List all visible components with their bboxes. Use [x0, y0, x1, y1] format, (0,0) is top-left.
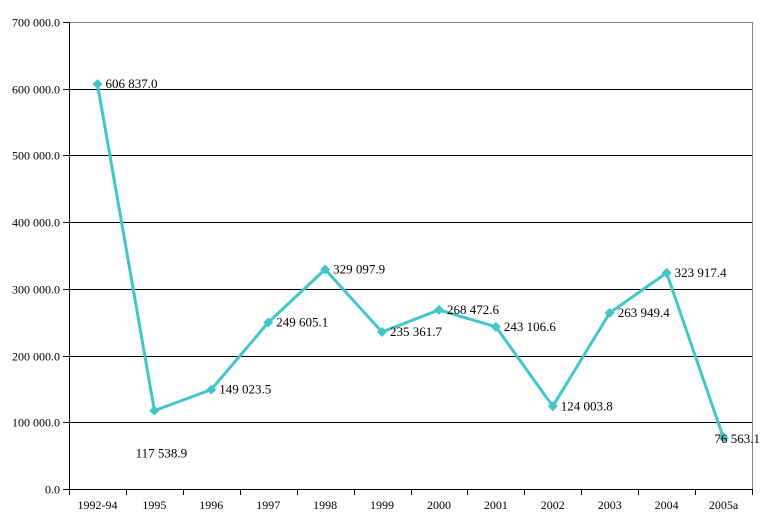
- data-point-marker: [149, 405, 160, 416]
- data-point-marker: [718, 432, 729, 443]
- data-point-label: 268 472.6: [447, 302, 500, 317]
- x-axis-tick-label: 2001: [484, 498, 508, 512]
- y-axis-tick-label: 0.0: [45, 483, 60, 497]
- x-axis-tick-label: 2005a: [709, 498, 739, 512]
- y-axis-tick-label: 100 000.0: [12, 416, 60, 430]
- y-axis-tick-label: 700 000.0: [12, 16, 60, 30]
- data-point-marker: [377, 326, 388, 337]
- data-point-label: 235 361.7: [390, 324, 443, 339]
- data-point-marker: [92, 79, 103, 90]
- y-axis-tick-label: 400 000.0: [12, 216, 60, 230]
- data-point-label: 76 563.1: [715, 431, 761, 446]
- data-point-marker: [206, 384, 217, 395]
- x-axis-tick-label: 2003: [598, 498, 622, 512]
- data-point-label: 249 605.1: [276, 314, 328, 329]
- data-point-label: 323 917.4: [675, 265, 728, 280]
- x-axis-tick-label: 1999: [370, 498, 394, 512]
- data-point-label: 124 003.8: [561, 398, 613, 413]
- data-point-label: 117 538.9: [136, 446, 188, 461]
- data-point-marker: [320, 264, 331, 275]
- data-point-marker: [263, 317, 274, 328]
- y-axis-tick-label: 600 000.0: [12, 83, 60, 97]
- x-axis-tick-label: 2004: [655, 498, 679, 512]
- x-axis-tick-label: 1998: [313, 498, 337, 512]
- data-point-label: 606 837.0: [105, 76, 157, 91]
- data-point-marker: [547, 401, 558, 412]
- data-point-label: 149 023.5: [219, 382, 271, 397]
- data-point-marker: [661, 267, 672, 278]
- data-point-marker: [490, 321, 501, 332]
- data-point-marker: [604, 307, 615, 318]
- x-axis-tick-label: 2000: [427, 498, 451, 512]
- data-point-label: 329 097.9: [333, 261, 385, 276]
- x-axis-tick-label: 1996: [199, 498, 223, 512]
- y-axis-tick-label: 300 000.0: [12, 283, 60, 297]
- x-axis-tick-label: 1997: [256, 498, 280, 512]
- data-point-marker: [433, 304, 444, 315]
- y-axis-tick-label: 500 000.0: [12, 149, 60, 163]
- x-axis-tick-label: 1992-94: [77, 498, 117, 512]
- data-point-label: 243 106.6: [504, 319, 557, 334]
- data-point-label: 263 949.4: [618, 305, 671, 320]
- y-axis-tick-label: 200 000.0: [12, 350, 60, 364]
- data-series-line: [96, 83, 725, 439]
- x-axis-tick-label: 1995: [142, 498, 166, 512]
- x-axis-tick-label: 2002: [541, 498, 565, 512]
